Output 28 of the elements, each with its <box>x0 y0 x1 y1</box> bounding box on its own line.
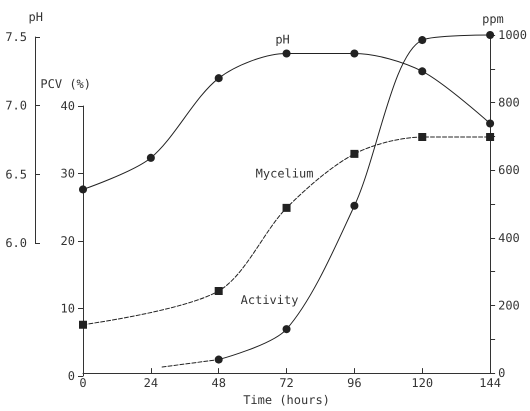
x-tick-label: 48 <box>211 376 226 390</box>
y-tick-label: 400 <box>498 230 520 245</box>
y-tick-label: 200 <box>498 298 520 312</box>
series-label: Mycelium <box>256 166 314 180</box>
y3-tick-label: 7.5 <box>5 30 27 44</box>
y-tick-label: 0 <box>498 366 506 380</box>
y3-axis-title: pH <box>28 10 43 24</box>
y-tick-label: 1000 <box>498 28 528 42</box>
y-tick-label: 800 <box>498 96 520 110</box>
x-tick-label: 24 <box>144 376 158 390</box>
y3-tick-label: 7.0 <box>5 98 27 113</box>
x-tick-label: 0 <box>79 376 87 390</box>
x-tick-label: 144 <box>479 376 501 390</box>
y3-tick-label: 6.0 <box>5 236 27 250</box>
y2-tick-label: 30 <box>60 166 75 180</box>
y2-axis-title: PCV (%) <box>40 77 91 91</box>
y3-tick-label: 6.5 <box>5 167 27 182</box>
y-axis-title: ppm <box>482 12 504 26</box>
x-tick-label: 72 <box>279 376 294 390</box>
y2-tick-label: 10 <box>60 302 75 316</box>
series-label: Activity <box>240 293 298 308</box>
x-tick-label: 120 <box>411 376 434 390</box>
y2-tick-label: 40 <box>60 99 75 113</box>
y-tick-label: 600 <box>498 163 520 178</box>
x-tick-label: 96 <box>347 376 362 390</box>
x-axis-title: Time (hours) <box>243 393 330 407</box>
y2-tick-label: 20 <box>60 234 75 248</box>
series-label: pH <box>275 32 290 46</box>
